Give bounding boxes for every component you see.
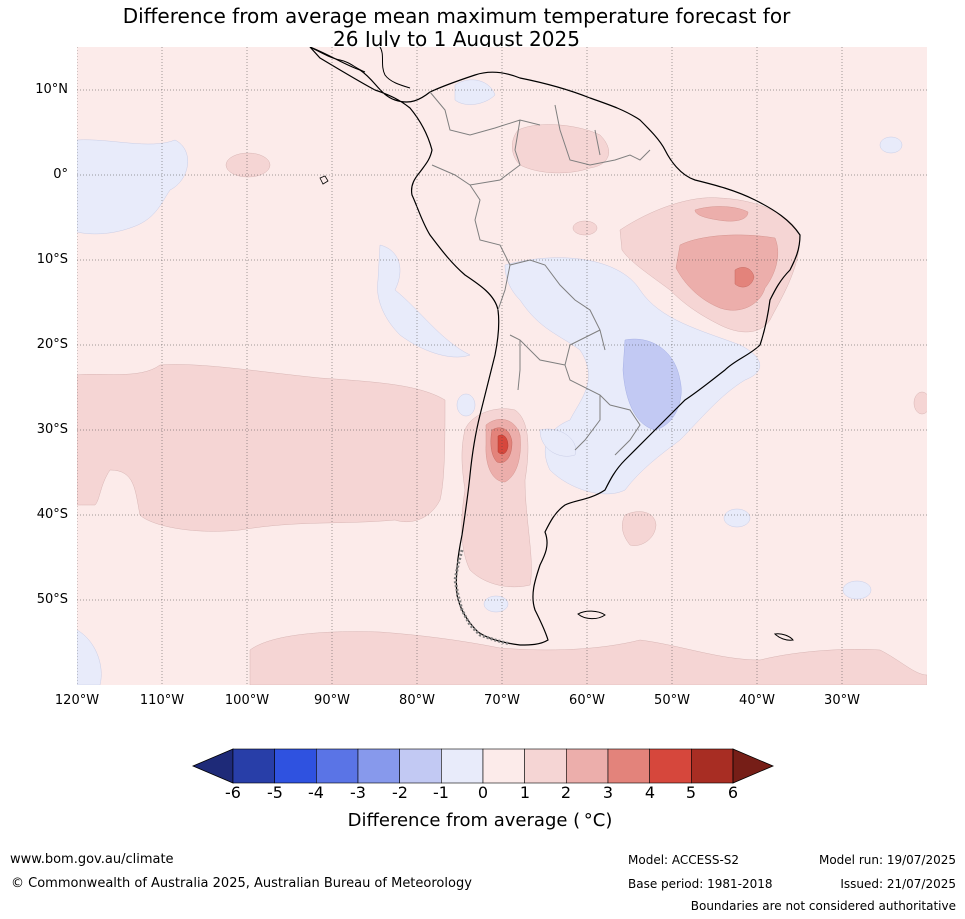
colorbar-tick: -1 <box>433 783 449 802</box>
warm-region-southern-ocean <box>249 631 927 685</box>
colorbar-tick: 4 <box>644 783 656 802</box>
lon-label-30w: 30°W <box>824 693 860 708</box>
colorbar-cell <box>482 748 525 784</box>
chile-fjords <box>453 549 511 646</box>
lon-label-110w: 110°W <box>139 693 185 708</box>
gridlines <box>77 47 927 685</box>
colorbar-cell <box>524 748 567 784</box>
colorbar-tick: 6 <box>727 783 739 802</box>
colorbar-label: Difference from average ( °C) <box>347 810 613 831</box>
base-period-text: Base period: 1981-2018 <box>628 877 773 891</box>
colorbar-tick: -5 <box>267 783 283 802</box>
lon-label-50w: 50°W <box>654 693 690 708</box>
cool-region-peru-coast <box>377 244 471 358</box>
cool-region-south-brazil <box>622 338 682 431</box>
warm-region-brazil-north <box>694 206 749 222</box>
colorbar-cell <box>399 748 442 784</box>
map-title-line1: Difference from average mean maximum tem… <box>122 4 791 28</box>
falkland-islands <box>577 610 606 620</box>
cool-region-caribbean <box>454 79 496 105</box>
colorbar-cell <box>316 748 359 784</box>
model-text: Model: ACCESS-S2 <box>628 853 740 867</box>
warm-spot-east <box>913 391 927 415</box>
warm-region-mid-atlantic <box>622 511 657 546</box>
cool-spot-2 <box>842 580 872 600</box>
website-link[interactable]: www.bom.gov.au/climate <box>10 852 174 867</box>
colorbar-cell <box>232 748 275 784</box>
lat-label-20s: 20°S <box>36 337 68 352</box>
colorbar-tick: 2 <box>560 783 572 802</box>
colorbar-tick: -3 <box>350 783 366 802</box>
colorbar-tick: 3 <box>602 783 614 802</box>
colorbar-under-arrow <box>191 748 234 784</box>
colorbar-tick: -4 <box>308 783 324 802</box>
copyright-text: © Commonwealth of Australia 2025, Austra… <box>11 876 472 891</box>
cool-spot-4 <box>456 393 476 417</box>
colorbar-over-arrow <box>732 748 775 784</box>
galapagos-islands <box>319 175 329 185</box>
lat-label-30s: 30°S <box>36 422 68 437</box>
south-georgia <box>773 633 794 641</box>
model-run-text: Model run: 19/07/2025 <box>818 853 956 867</box>
colorbar-cell <box>649 748 692 784</box>
issued-text: Issued: 21/07/2025 <box>840 877 956 891</box>
map-title-line2: 26 July to 1 August 2025 <box>333 27 580 51</box>
central-america-coastline <box>309 47 411 89</box>
lon-label-60w: 60°W <box>569 693 605 708</box>
lat-label-10n: 10°N <box>35 82 68 97</box>
colorbar-cell <box>607 748 650 784</box>
colorbar-cell <box>691 748 734 784</box>
warm-spot-equator <box>225 152 271 178</box>
lon-label-40w: 40°W <box>739 693 775 708</box>
cool-spot-1 <box>723 508 751 528</box>
cool-region-east-pacific <box>77 139 188 235</box>
colorbar-tick: -2 <box>392 783 408 802</box>
colorbar-tick: 0 <box>477 783 489 802</box>
colorbar-tick: 5 <box>685 783 697 802</box>
warm-region-andes-max <box>497 434 509 455</box>
colorbar-cell <box>357 748 400 784</box>
cool-spot-3 <box>879 136 903 154</box>
lon-label-70w: 70°W <box>484 693 520 708</box>
lat-label-0: 0° <box>53 167 68 182</box>
warm-spot-amazon-small <box>572 220 598 236</box>
lon-label-120w: 120°W <box>54 693 100 708</box>
cool-region-sw-corner <box>77 629 102 685</box>
lon-label-100w: 100°W <box>224 693 270 708</box>
warm-region-amazon <box>512 124 609 174</box>
colorbar-cell <box>566 748 609 784</box>
colorbar-cell <box>441 748 484 784</box>
disclaimer-text: Boundaries are not considered authoritat… <box>690 899 956 913</box>
warm-region-brazil-peak <box>734 267 755 288</box>
lat-label-10s: 10°S <box>36 252 68 267</box>
warm-region-brazil-core <box>675 234 779 311</box>
colorbar-tick: 1 <box>519 783 531 802</box>
warm-region-south-pacific <box>77 364 446 532</box>
lat-label-40s: 40°S <box>36 507 68 522</box>
colorbar-cell <box>274 748 317 784</box>
lon-label-90w: 90°W <box>314 693 350 708</box>
colorbar-cells <box>232 748 734 784</box>
lon-label-80w: 80°W <box>399 693 435 708</box>
lat-label-50s: 50°S <box>36 592 68 607</box>
colorbar-tick: -6 <box>225 783 241 802</box>
cool-region-south-atlantic <box>539 428 576 457</box>
